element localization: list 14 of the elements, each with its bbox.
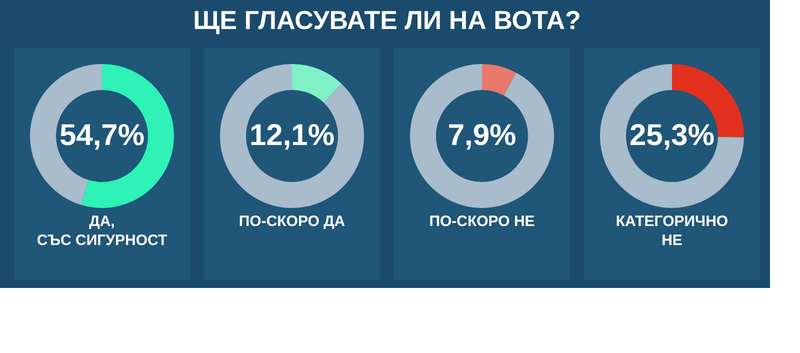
text: ПО-СКОРО НЕ bbox=[429, 213, 535, 230]
donut-slice bbox=[220, 64, 364, 208]
text: ДА, СЪС СИГУРНОСТ bbox=[36, 213, 168, 249]
data-label: 12,1% bbox=[249, 119, 335, 152]
text: ПО-СКОРО ДА bbox=[238, 213, 346, 230]
donut-slice bbox=[292, 64, 342, 103]
data-label: 25,3% bbox=[629, 119, 715, 152]
donut-slice bbox=[410, 64, 554, 208]
donut-slice bbox=[482, 64, 516, 96]
data-label: 7,9% bbox=[448, 119, 516, 152]
donut-slice bbox=[600, 64, 744, 208]
text: КАТЕГОРИЧНО НЕ bbox=[616, 213, 728, 249]
text: ЩЕ ГЛАСУВАТЕ ЛИ НА ВОТА? bbox=[193, 5, 581, 35]
data-label: 54,7% bbox=[59, 119, 145, 152]
